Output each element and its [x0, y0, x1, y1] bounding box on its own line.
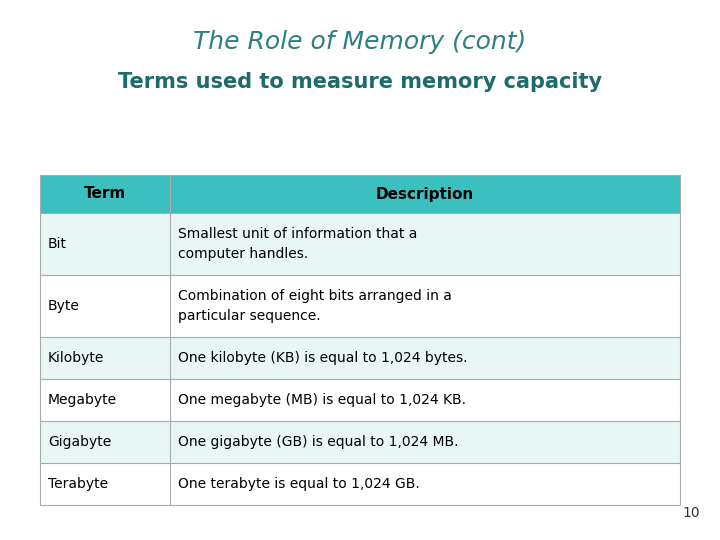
Text: One megabyte (MB) is equal to 1,024 KB.: One megabyte (MB) is equal to 1,024 KB.: [178, 393, 466, 407]
Text: Megabyte: Megabyte: [48, 393, 117, 407]
Text: One kilobyte (KB) is equal to 1,024 bytes.: One kilobyte (KB) is equal to 1,024 byte…: [178, 351, 467, 365]
Text: Terabyte: Terabyte: [48, 477, 108, 491]
Text: One gigabyte (GB) is equal to 1,024 MB.: One gigabyte (GB) is equal to 1,024 MB.: [178, 435, 459, 449]
Bar: [40, 175, 680, 505]
Text: Description: Description: [376, 186, 474, 201]
Bar: [40, 213, 680, 275]
Text: Combination of eight bits arranged in a
particular sequence.: Combination of eight bits arranged in a …: [178, 289, 452, 323]
Bar: [40, 421, 680, 463]
Bar: [40, 275, 680, 337]
Text: Smallest unit of information that a
computer handles.: Smallest unit of information that a comp…: [178, 227, 418, 261]
Bar: [40, 379, 680, 421]
Text: Bit: Bit: [48, 237, 67, 251]
Text: Terms used to measure memory capacity: Terms used to measure memory capacity: [118, 72, 602, 92]
Text: Term: Term: [84, 186, 126, 201]
Text: The Role of Memory (cont): The Role of Memory (cont): [194, 30, 526, 54]
Text: 10: 10: [683, 506, 700, 520]
Text: Byte: Byte: [48, 299, 80, 313]
Text: Kilobyte: Kilobyte: [48, 351, 104, 365]
Bar: [40, 463, 680, 505]
Text: Gigabyte: Gigabyte: [48, 435, 112, 449]
Bar: [40, 337, 680, 379]
Bar: [40, 175, 680, 213]
Text: One terabyte is equal to 1,024 GB.: One terabyte is equal to 1,024 GB.: [178, 477, 420, 491]
